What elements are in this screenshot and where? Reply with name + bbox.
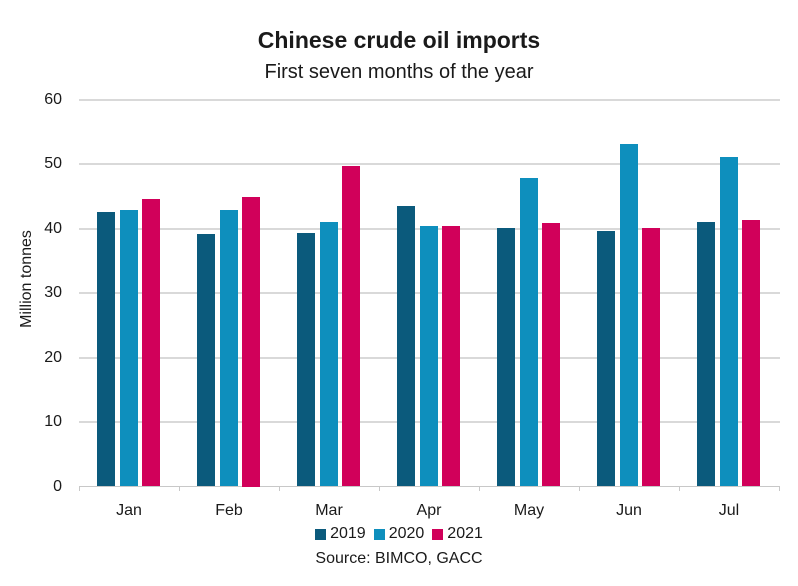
bar-2019-jul (697, 222, 715, 487)
y-tick-label: 30 (44, 284, 62, 302)
bar-2019-jun (597, 231, 615, 487)
legend-swatch-icon (432, 528, 444, 540)
legend: 2019 2020 2021 (0, 525, 798, 543)
bar-2020-feb (220, 209, 238, 487)
x-tick-label: Apr (416, 502, 442, 519)
source-note: Source: BIMCO, GACC (315, 550, 483, 567)
legend-swatch-icon (315, 528, 327, 540)
bar-2020-jul (720, 157, 738, 487)
x-tick-mark (679, 486, 680, 491)
y-tick-label: 50 (44, 155, 62, 173)
bar-2019-feb (197, 233, 215, 487)
y-tick-label: 0 (53, 477, 62, 495)
bar-2019-apr (397, 205, 415, 487)
x-tick-mark (379, 486, 380, 491)
x-tick-label: May (513, 502, 545, 519)
gridline (79, 163, 780, 166)
bar-2019-mar (297, 233, 315, 487)
bar-2021-apr (442, 226, 460, 487)
legend-item-2019: 2019 (315, 525, 366, 543)
bar-2020-jan (120, 209, 138, 487)
legend-label: 2020 (388, 525, 425, 542)
bar-2021-feb (242, 196, 260, 487)
bar-2021-jan (142, 199, 160, 487)
bar-2021-jul (742, 220, 760, 487)
x-tick-mark (79, 486, 80, 491)
chart-subtitle: First seven months of the year (264, 61, 534, 83)
x-tick-mark (579, 486, 580, 491)
x-tick-mark (279, 486, 280, 491)
bar-2021-mar (342, 166, 360, 487)
x-tick-label: Jun (616, 502, 642, 519)
gridline (79, 99, 780, 101)
x-tick-mark (179, 486, 180, 491)
legend-label: 2021 (447, 525, 483, 542)
y-tick-label: 40 (44, 219, 62, 237)
bar-2019-may (497, 227, 515, 487)
bar-2020-apr (420, 226, 438, 487)
x-tick-label: Jan (116, 502, 142, 519)
bar-2020-jun (620, 143, 638, 487)
x-tick-mark (479, 486, 480, 491)
x-tick-label: Jul (718, 502, 740, 519)
x-tick-mark (779, 486, 780, 491)
chart-title: Chinese crude oil imports (257, 27, 541, 53)
x-axis-line (79, 486, 780, 487)
legend-label: 2019 (330, 525, 366, 542)
x-tick-label: Mar (315, 502, 343, 519)
bar-2021-may (542, 223, 560, 487)
legend-item-2020: 2020 (373, 525, 425, 543)
bar-2020-may (520, 177, 538, 487)
y-tick-label: 10 (44, 413, 62, 431)
y-tick-label: 60 (44, 91, 62, 108)
bar-2020-mar (320, 222, 338, 487)
legend-item-2021: 2021 (432, 525, 483, 543)
x-tick-label: Feb (215, 502, 243, 519)
bar-2021-jun (642, 228, 660, 487)
y-axis-label: Million tonnes (18, 230, 35, 328)
bar-2019-jan (97, 212, 115, 487)
y-tick-label: 20 (44, 348, 62, 366)
legend-swatch-icon (373, 528, 385, 540)
